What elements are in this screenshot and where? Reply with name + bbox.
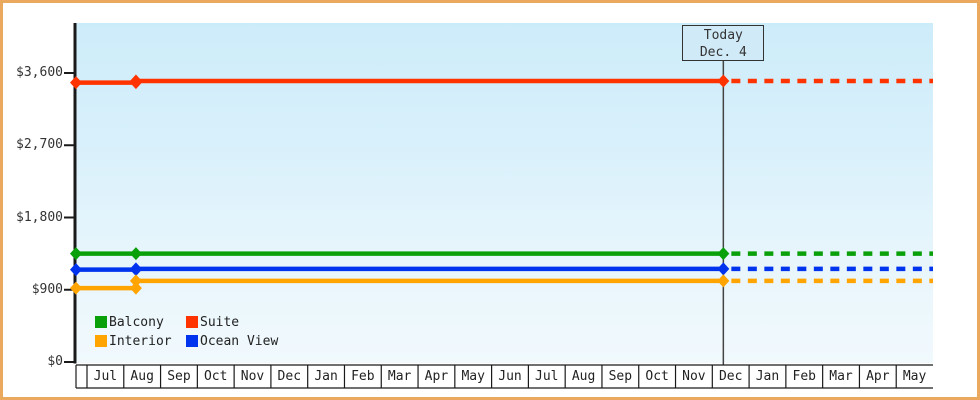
data-point-marker [69, 281, 82, 295]
legend-item-ocean-view: Ocean View [186, 333, 278, 349]
x-month-label: Apr [866, 369, 890, 384]
data-point-marker [717, 262, 730, 276]
x-month-label: Jun [498, 369, 522, 384]
data-point-marker [717, 74, 730, 88]
price-line [75, 78, 724, 85]
x-month-label: Jan [314, 369, 338, 384]
x-month-label: May [461, 369, 485, 384]
x-month-label: Jul [535, 369, 559, 384]
price-line [75, 278, 724, 291]
chart-canvas [64, 23, 933, 389]
x-month-label: Dec [718, 369, 743, 384]
x-month-label: Nov [682, 369, 706, 384]
x-month-label: Oct [203, 369, 228, 384]
x-month-label: Mar [829, 369, 853, 384]
x-month-label: Oct [645, 369, 669, 384]
legend: Balcony Suite Interior Ocean View [95, 314, 278, 349]
y-tick-label: $900 [31, 281, 63, 297]
data-point-marker [69, 263, 82, 277]
legend-item-interior: Interior [95, 333, 186, 349]
legend-label-suite: Suite [200, 314, 240, 330]
y-tick-label: $2,700 [16, 137, 63, 153]
x-month-label: Mar [387, 369, 412, 384]
x-month-label: Aug [571, 369, 596, 384]
today-flag-date: Dec. 4 [699, 45, 747, 60]
legend-label-balcony: Balcony [109, 314, 164, 330]
data-point-marker [717, 247, 730, 261]
data-point-marker [129, 281, 142, 295]
x-month-label: Sep [608, 369, 633, 384]
legend-label-interior: Interior [109, 333, 172, 349]
price-line [75, 266, 724, 272]
x-month-label: Jul [93, 369, 118, 384]
x-month-label: May [902, 369, 927, 384]
data-point-marker [129, 274, 142, 288]
data-point-marker [69, 247, 82, 261]
x-month-label: Jan [755, 369, 780, 384]
y-tick-label: $1,800 [16, 209, 63, 225]
legend-swatch-suite [186, 316, 198, 328]
x-month-label: Sep [167, 369, 191, 384]
legend-label-ocean-view: Ocean View [200, 333, 279, 349]
x-month-label: Aug [130, 369, 154, 384]
x-month-label: Feb [351, 369, 375, 384]
data-point-marker [129, 74, 142, 88]
data-point-marker [717, 274, 730, 288]
x-month-label: Nov [240, 369, 265, 384]
legend-item-suite: Suite [186, 314, 278, 330]
y-tick-label: $0 [47, 354, 63, 369]
legend-swatch-balcony [95, 316, 107, 328]
data-point-marker [129, 262, 142, 276]
today-flag-title: Today [703, 28, 743, 43]
x-month-label: Apr [424, 369, 449, 384]
x-month-label: Dec [277, 369, 302, 384]
x-month-label: Feb [792, 369, 816, 384]
today-flag: Today Dec. 4 [682, 25, 765, 61]
legend-item-balcony: Balcony [95, 314, 186, 330]
legend-swatch-ocean-view [186, 335, 198, 347]
y-tick-label: $3,600 [16, 65, 63, 80]
data-point-marker [129, 247, 142, 261]
data-point-marker [69, 76, 82, 90]
legend-swatch-interior [95, 335, 107, 347]
